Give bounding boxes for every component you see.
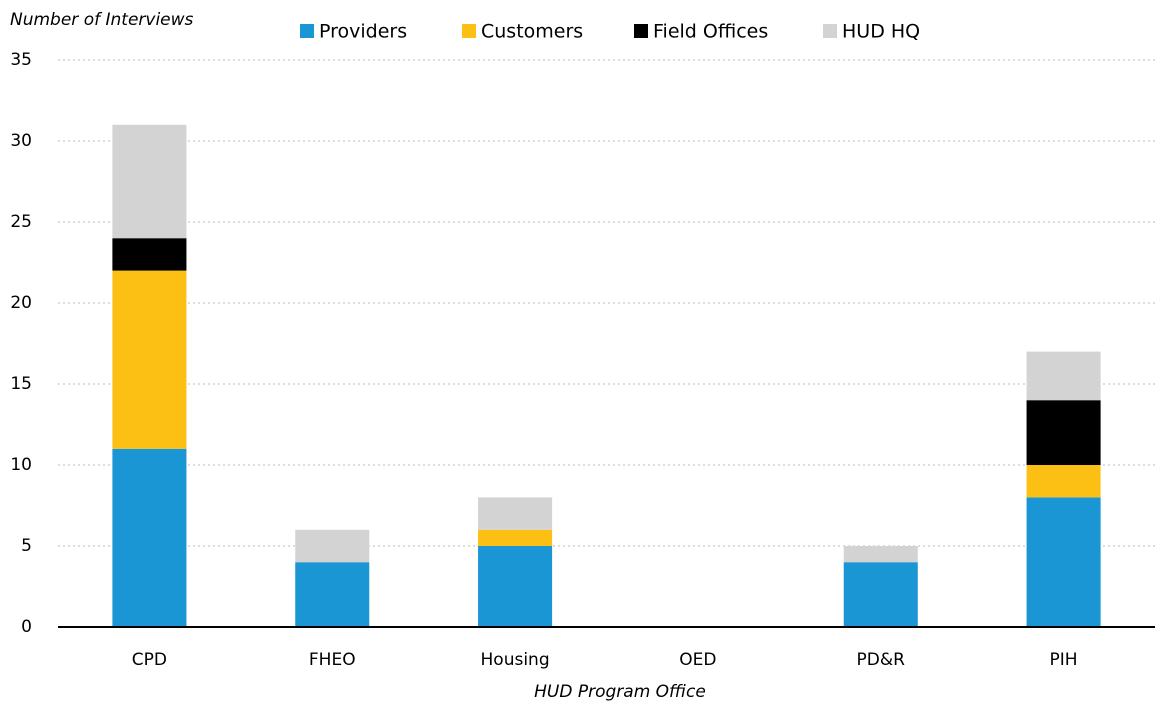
bar-segment bbox=[112, 270, 187, 449]
x-tick-label: CPD bbox=[132, 650, 167, 670]
bar-segment bbox=[112, 238, 187, 271]
legend-swatch bbox=[462, 24, 476, 38]
x-tick-label: PIH bbox=[1050, 650, 1078, 670]
legend-label: Field Offices bbox=[653, 21, 768, 43]
y-axis-label: Number of Interviews bbox=[10, 10, 194, 30]
bar-segment bbox=[1026, 465, 1101, 498]
x-tick-label: PD&R bbox=[857, 650, 906, 670]
legend-label: Customers bbox=[481, 21, 583, 43]
bar-segment bbox=[843, 546, 918, 563]
y-tick-label: 20 bbox=[10, 293, 32, 313]
x-tick-label: FHEO bbox=[309, 650, 356, 670]
y-tick-label: 5 bbox=[21, 536, 32, 556]
bar-segment bbox=[1026, 351, 1101, 401]
bar-segment bbox=[843, 562, 918, 627]
bar-segment bbox=[478, 497, 553, 530]
bar-segment bbox=[1026, 497, 1101, 627]
bar-segment bbox=[295, 562, 370, 627]
legend-label: HUD HQ bbox=[842, 21, 920, 43]
bar-segment bbox=[295, 529, 370, 563]
y-tick-label: 10 bbox=[10, 455, 32, 475]
legend-swatch bbox=[300, 24, 314, 38]
y-tick-label: 0 bbox=[21, 617, 32, 637]
y-tick-label: 15 bbox=[10, 374, 32, 394]
legend-swatch bbox=[634, 24, 648, 38]
y-tick-label: 25 bbox=[10, 212, 32, 232]
bar-segment bbox=[112, 448, 187, 627]
x-tick-label: OED bbox=[679, 650, 716, 670]
x-tick-label: Housing bbox=[481, 650, 550, 670]
legend-label: Providers bbox=[319, 21, 407, 43]
y-tick-label: 35 bbox=[10, 50, 32, 70]
bar-segment bbox=[112, 124, 187, 239]
legend-swatch bbox=[823, 24, 837, 38]
bar-segment bbox=[1026, 400, 1101, 465]
bar-segment bbox=[478, 529, 553, 546]
bar-segment bbox=[478, 546, 553, 627]
y-tick-label: 30 bbox=[10, 131, 32, 151]
x-axis-label: HUD Program Office bbox=[534, 682, 706, 702]
